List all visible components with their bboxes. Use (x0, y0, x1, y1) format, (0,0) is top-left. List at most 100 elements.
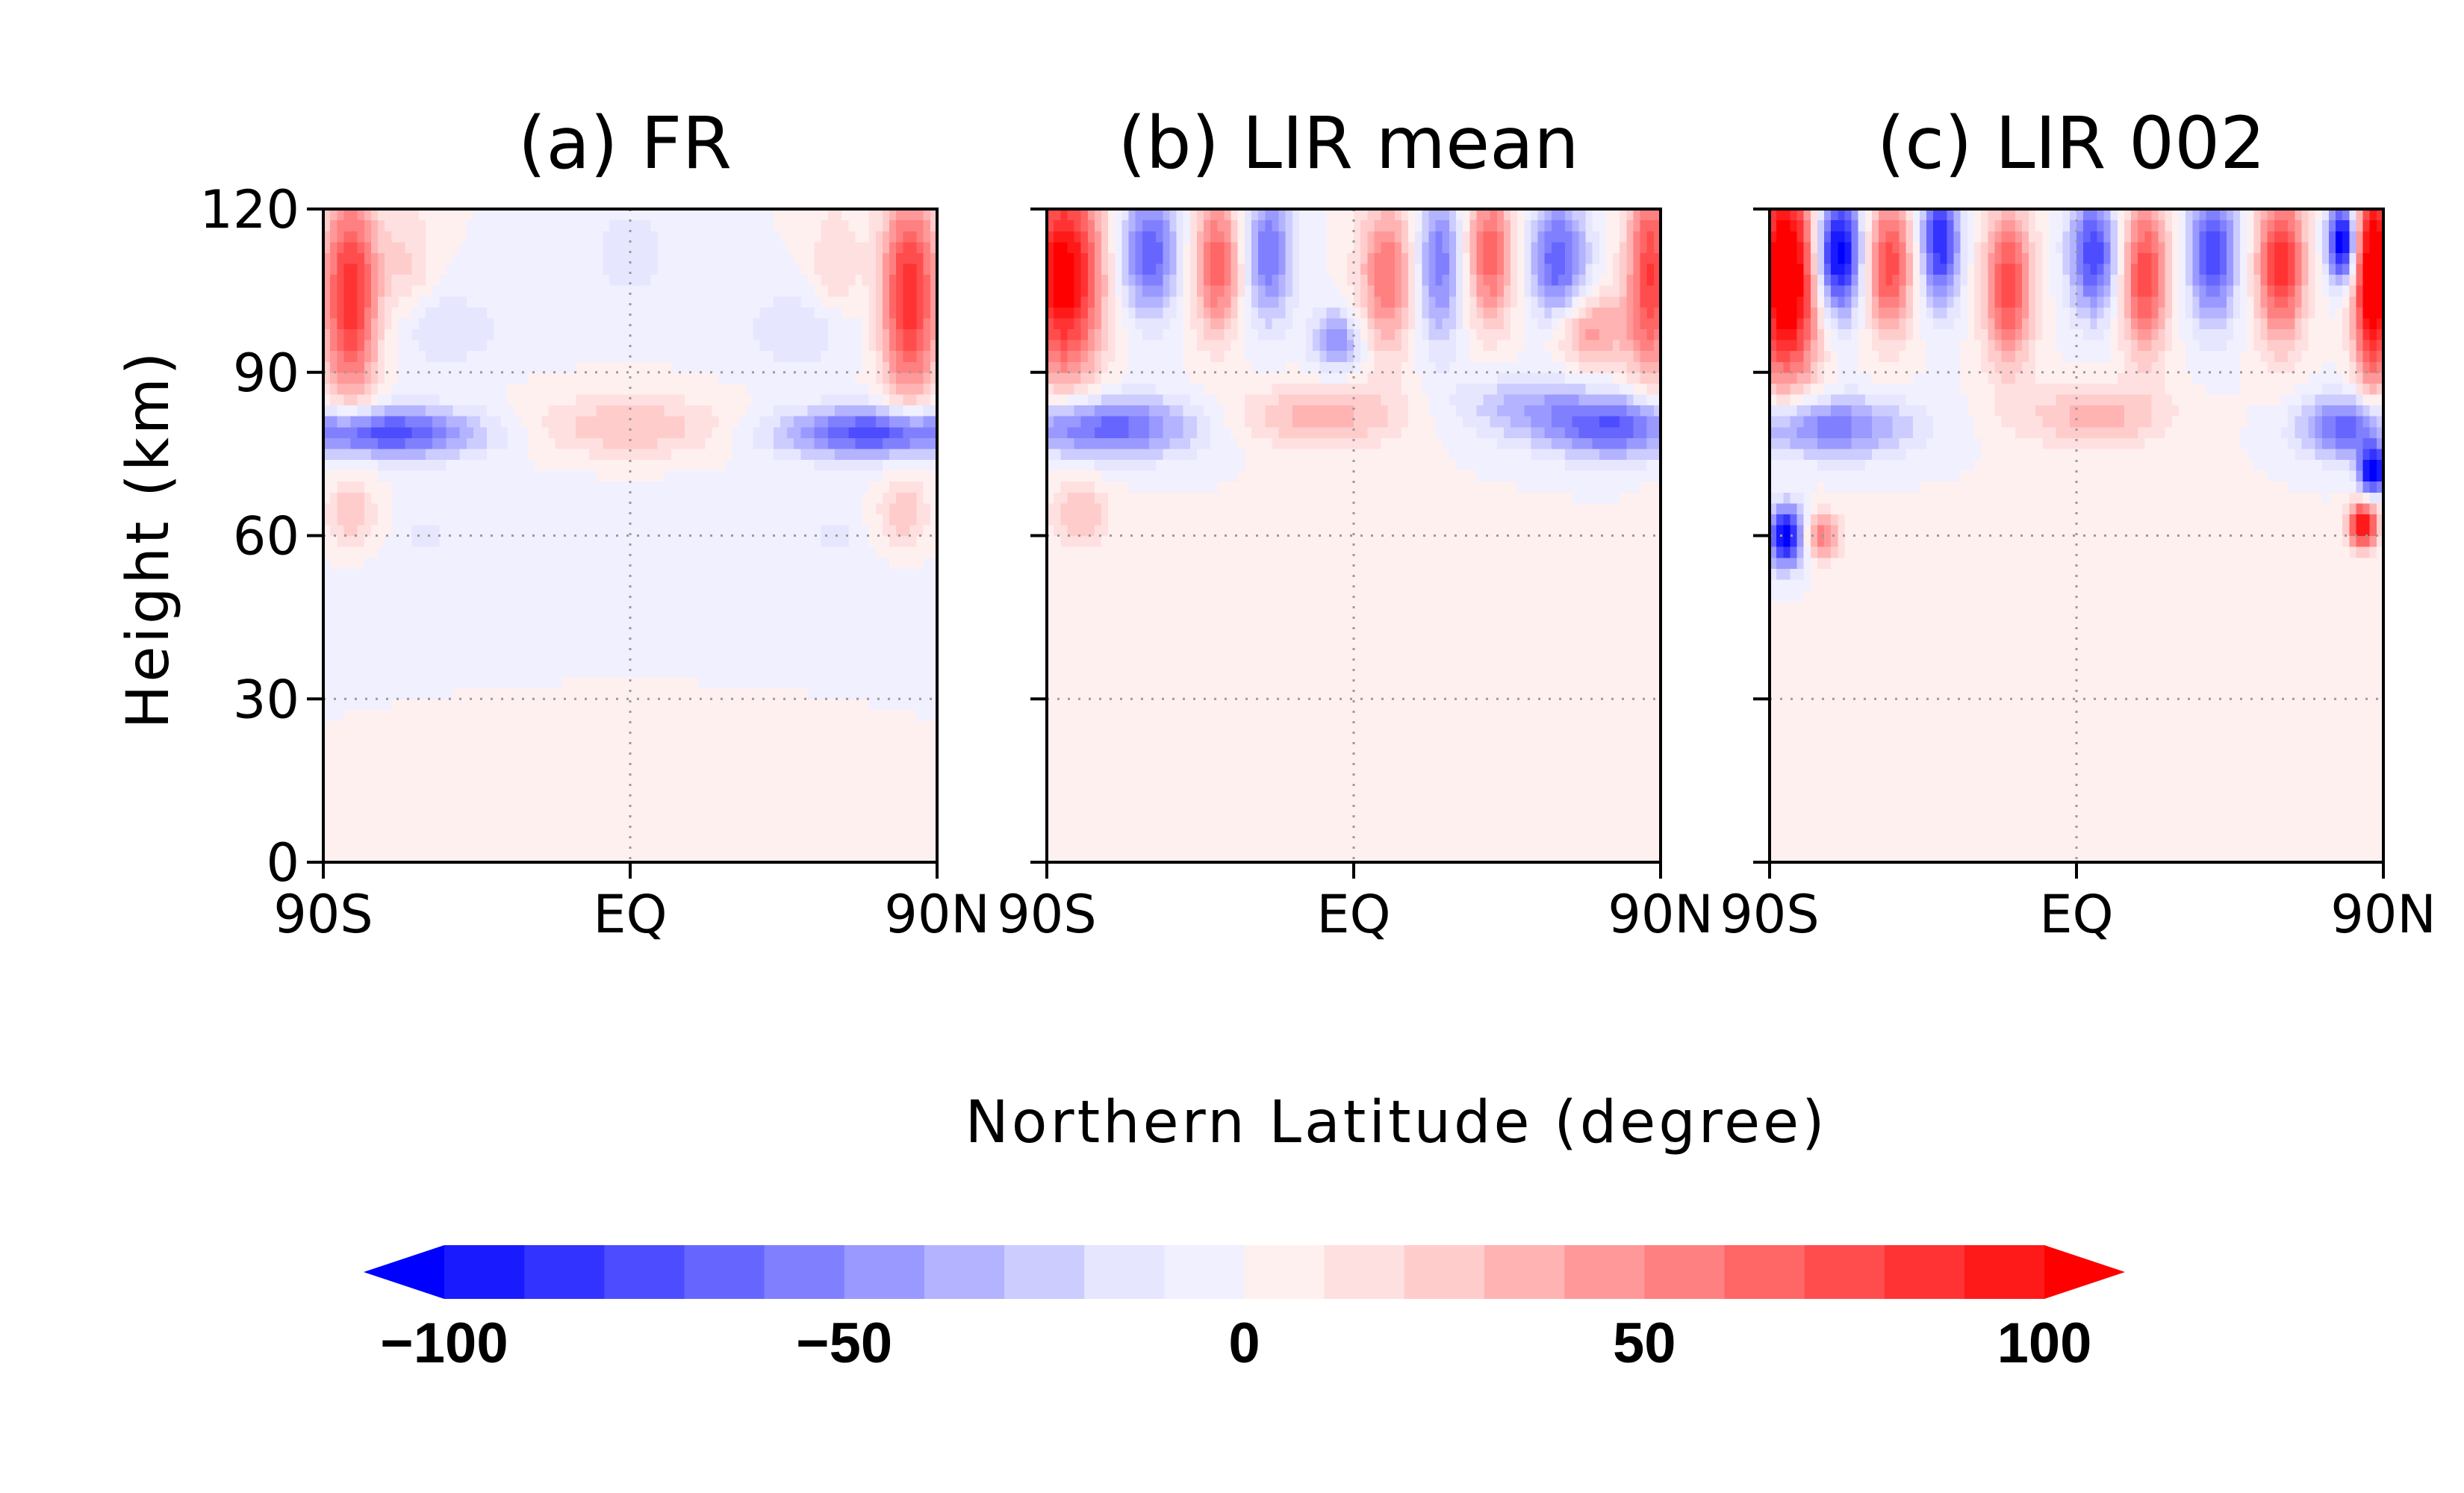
heatmap-cell (520, 535, 529, 547)
heatmap-cell (385, 263, 392, 275)
heatmap-cell (671, 263, 679, 275)
heatmap-cell (677, 644, 685, 656)
heatmap-cell (739, 633, 747, 645)
heatmap-cell (835, 666, 842, 678)
heatmap-cell (568, 405, 576, 417)
heatmap-cell (541, 851, 549, 863)
heatmap-cell (548, 677, 556, 689)
heatmap-cell (616, 219, 624, 231)
heatmap-cell (520, 808, 529, 820)
heatmap-cell (609, 231, 617, 243)
heatmap-cell (685, 209, 692, 221)
heatmap-cell (480, 808, 488, 820)
heatmap-cell (657, 383, 665, 395)
heatmap-cell (685, 285, 692, 297)
heatmap-cell (514, 340, 522, 352)
heatmap-cell (623, 611, 631, 623)
heatmap-cell (555, 590, 563, 602)
heatmap-cell (616, 601, 624, 613)
heatmap-cell (685, 470, 692, 482)
heatmap-cell (535, 317, 542, 330)
heatmap-cell (780, 601, 788, 613)
heatmap-cell (623, 405, 631, 417)
heatmap-cell (561, 720, 570, 732)
heatmap-cell (875, 709, 883, 722)
heatmap-cell (739, 590, 747, 602)
heatmap-cell (875, 797, 883, 808)
heatmap-cell (385, 590, 392, 602)
heatmap-cell (426, 307, 433, 319)
heatmap-cell (862, 557, 870, 569)
heatmap-cell (337, 448, 344, 461)
heatmap-cell (494, 514, 502, 526)
heatmap-cell (582, 426, 590, 438)
heatmap-cell (800, 502, 809, 514)
heatmap-cell (630, 601, 638, 613)
heatmap-cell (385, 459, 392, 471)
heatmap-cell (644, 808, 651, 820)
heatmap-cell (827, 470, 836, 482)
heatmap-cell (323, 274, 331, 286)
heatmap-cell (535, 590, 542, 602)
heatmap-cell (685, 340, 692, 352)
heatmap-cell (685, 851, 692, 863)
heatmap-cell (609, 623, 617, 635)
heatmap-cell (439, 361, 447, 373)
heatmap-cell (882, 426, 890, 438)
heatmap-cell (718, 590, 727, 602)
heatmap-cell (555, 851, 563, 863)
heatmap-cell (623, 666, 631, 678)
heatmap-cell (473, 546, 481, 558)
heatmap-cell (800, 568, 809, 580)
heatmap-cell (685, 502, 692, 514)
heatmap-cell (875, 666, 883, 678)
heatmap-cell (323, 568, 331, 580)
heatmap-cell (875, 601, 883, 613)
heatmap-cell (862, 372, 870, 384)
heatmap-cell (520, 274, 529, 286)
heatmap-cell (848, 785, 856, 798)
heatmap-cell (520, 644, 529, 656)
heatmap-cell (350, 361, 358, 373)
heatmap-cell (535, 797, 542, 808)
heatmap-cell (575, 231, 583, 243)
heatmap-cell (855, 753, 863, 765)
heatmap-cell (650, 405, 659, 417)
heatmap-cell (814, 416, 822, 428)
heatmap-cell (568, 644, 576, 656)
heatmap-cell (623, 231, 631, 243)
heatmap-cell (541, 633, 549, 645)
heatmap-cell (630, 285, 638, 297)
heatmap-cell (473, 350, 481, 362)
heatmap-cell (821, 535, 829, 547)
heatmap-cell (426, 611, 433, 623)
heatmap-cell (807, 732, 815, 744)
heatmap-cell (848, 340, 856, 352)
heatmap-cell (555, 361, 563, 373)
heatmap-cell (535, 252, 542, 264)
heatmap-cell (520, 241, 529, 253)
heatmap-cell (794, 241, 801, 253)
heatmap-cell (773, 633, 781, 645)
heatmap-cell (746, 764, 753, 776)
heatmap-cell (773, 666, 781, 678)
heatmap-cell (343, 393, 352, 406)
heatmap-cell (718, 742, 727, 754)
heatmap-cell (698, 328, 706, 340)
heatmap-cell (364, 709, 372, 722)
heatmap-cell (691, 285, 699, 297)
heatmap-cell (330, 317, 337, 330)
heatmap-cell (418, 611, 426, 623)
heatmap-cell (766, 209, 774, 221)
heatmap-cell (364, 393, 372, 406)
heatmap-cell (494, 459, 502, 471)
heatmap-cell (568, 459, 576, 471)
heatmap-cell (548, 644, 556, 656)
heatmap-cell (378, 546, 385, 558)
heatmap-cell (814, 818, 822, 830)
heatmap-cell (848, 742, 856, 754)
heatmap-cell (487, 808, 494, 820)
heatmap-cell (589, 296, 597, 308)
heatmap-cell (630, 808, 638, 820)
heatmap-cell (330, 470, 337, 482)
